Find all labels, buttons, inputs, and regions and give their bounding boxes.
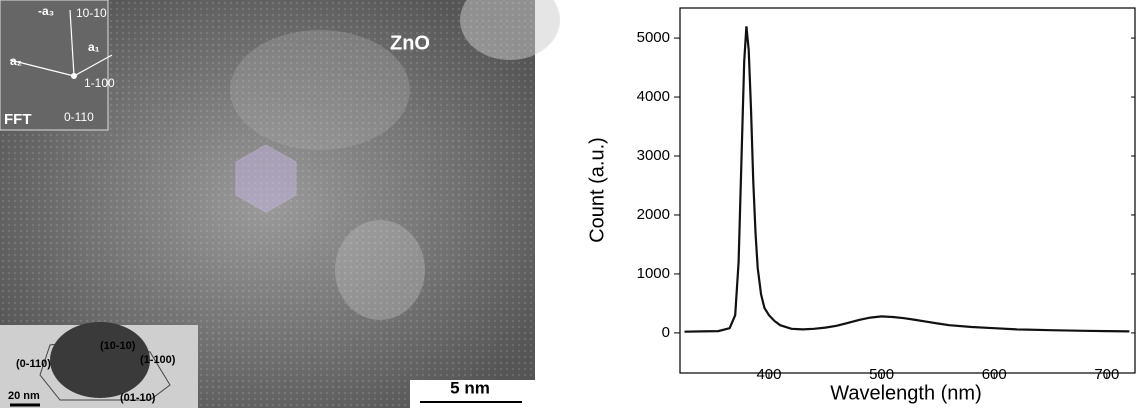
facet-label: (1-100) bbox=[140, 354, 176, 366]
x-tick-label: 500 bbox=[869, 366, 894, 383]
fft-label: a₂ bbox=[10, 54, 22, 68]
chart: Wavelength (nm) Count (a.u.) 0 1000 2000 30… bbox=[586, 8, 1135, 404]
x-axis-label: Wavelength (nm) bbox=[830, 382, 982, 404]
micrograph: ZnO 5 nm -a₃ 10-10 a₁ a₂ 1-100 0-110 FFT… bbox=[0, 0, 560, 408]
fft-label: 1-100 bbox=[84, 76, 115, 90]
facet-label: (10-10) bbox=[100, 340, 136, 352]
y-tick-label: 4000 bbox=[637, 88, 670, 105]
fft-label: 10-10 bbox=[76, 6, 107, 20]
fft-label: -a₃ bbox=[38, 4, 54, 18]
x-tick-label: 400 bbox=[756, 366, 781, 383]
y-tick-label: 0 bbox=[662, 324, 670, 341]
fft-spot bbox=[71, 73, 77, 79]
facet-label: (01-10) bbox=[120, 392, 156, 404]
particle-scale-label: 20 nm bbox=[8, 390, 40, 402]
figure: ZnO 5 nm -a₃ 10-10 a₁ a₂ 1-100 0-110 FFT… bbox=[0, 0, 1138, 408]
x-tick-label: 700 bbox=[1094, 366, 1119, 383]
fft-label: a₁ bbox=[88, 40, 100, 54]
page: ZnO 5 nm -a₃ 10-10 a₁ a₂ 1-100 0-110 FFT… bbox=[0, 0, 1138, 413]
y-axis-label: Count (a.u.) bbox=[586, 137, 608, 243]
scale-label: 5 nm bbox=[450, 378, 490, 397]
spectrum-line bbox=[685, 26, 1130, 331]
y-tick-label: 5000 bbox=[637, 29, 670, 46]
y-tick-label: 1000 bbox=[637, 265, 670, 282]
fft-label: 0-110 bbox=[64, 110, 94, 124]
material-label: ZnO bbox=[390, 32, 430, 54]
y-tick-label: 3000 bbox=[637, 147, 670, 164]
y-tick-label: 2000 bbox=[637, 206, 670, 223]
particle bbox=[50, 322, 150, 398]
x-tick-label: 600 bbox=[982, 366, 1007, 383]
facet-label: (0-110) bbox=[16, 358, 51, 370]
fft-title: FFT bbox=[4, 111, 32, 128]
